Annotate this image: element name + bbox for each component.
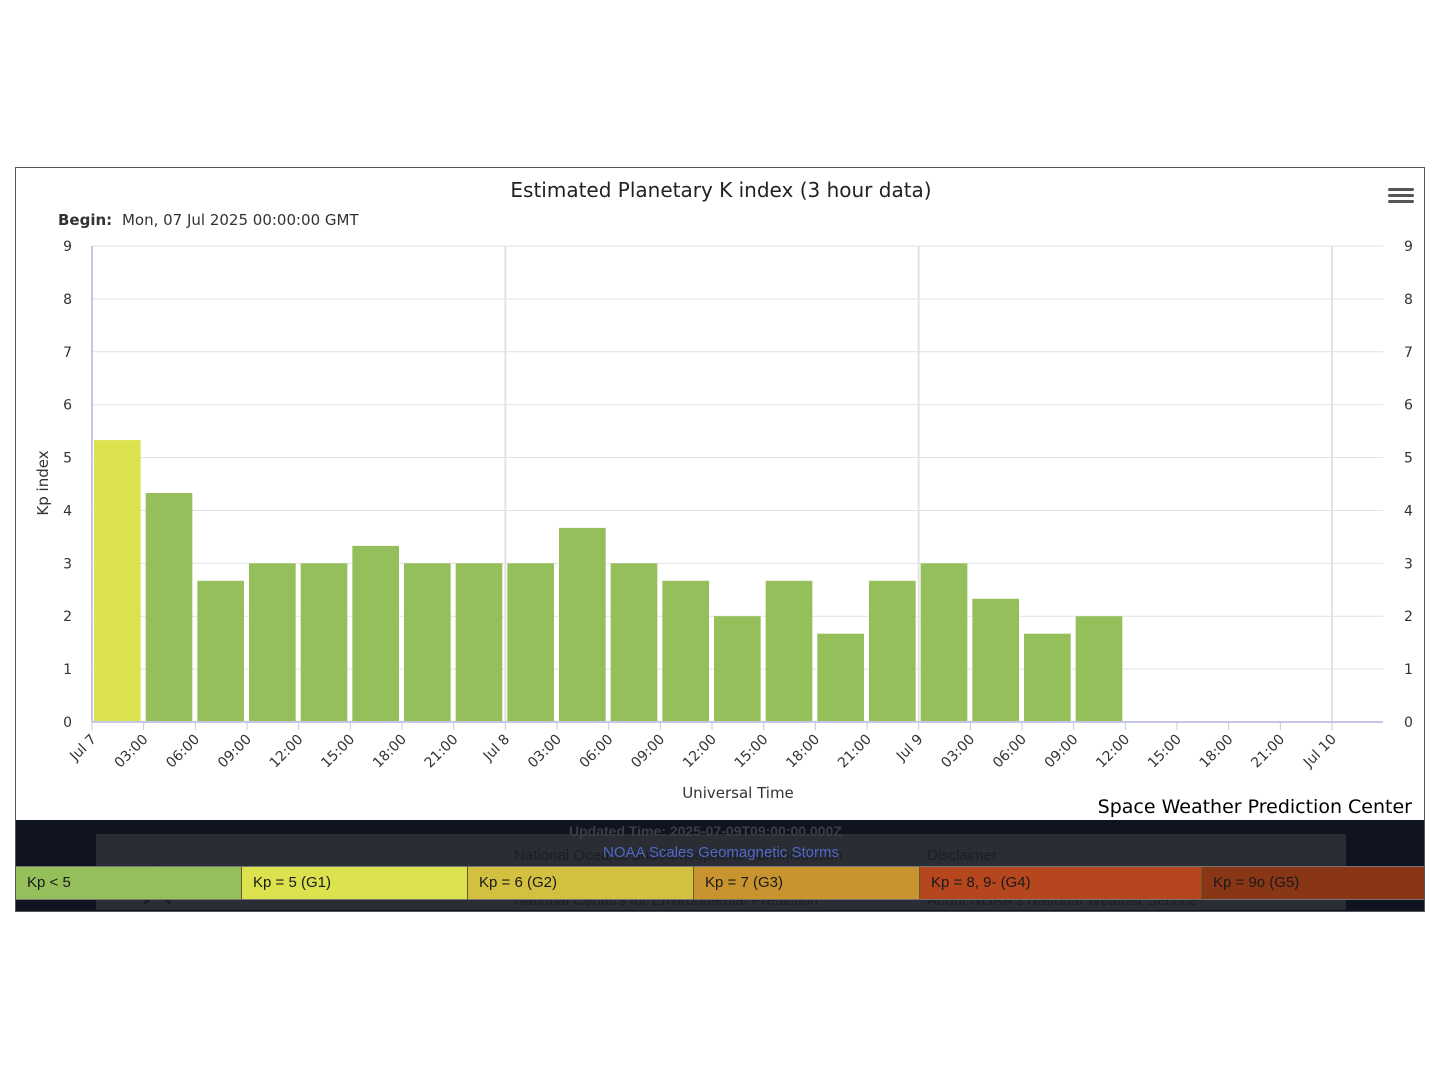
scale-kp-7-g3: Kp = 7 (G3) [694, 866, 920, 900]
y-tick-label-right: 5 [1404, 451, 1413, 467]
footer-link-noaa[interactable]: National Oceanic and Atmospheric Adminis… [514, 847, 843, 864]
y-tick-label-right: 7 [1404, 345, 1413, 361]
x-tick-label: 15:00 [318, 732, 358, 772]
kp-bar [249, 563, 296, 722]
x-tick-label: Jul 7 [66, 732, 99, 765]
x-tick-label: 03:00 [112, 732, 152, 772]
x-tick-label: 18:00 [1197, 732, 1237, 772]
y-tick-label-right: 4 [1404, 503, 1413, 519]
y-axis-title: Kp index [34, 450, 52, 515]
footer-link-disclaimer[interactable]: Disclaimer [927, 847, 998, 864]
kp-bar [352, 545, 399, 722]
subtitle-value: Mon, 07 Jul 2025 00:00:00 GMT [122, 211, 360, 229]
kp-bar [765, 580, 813, 722]
kp-bar [300, 563, 348, 722]
x-tick-label: Jul 9 [893, 732, 926, 765]
kp-bar [972, 598, 1019, 722]
kp-bar [662, 580, 709, 722]
y-tick-label-right: 1 [1404, 662, 1413, 678]
y-tick-label-right: 6 [1404, 398, 1413, 414]
y-tick-label-left: 6 [63, 398, 72, 414]
kp-chart: 0 0 1 1 2 2 3 3 4 4 5 5 6 6 7 7 8 8 9 9 Jul 7 03:00 06:00 09:00… [34, 178, 1413, 802]
kp-bar [455, 563, 503, 722]
x-tick-label: 03:00 [525, 732, 565, 772]
x-tick-label: Jul 8 [480, 732, 513, 765]
y-tick-label-right: 8 [1404, 292, 1413, 308]
kp-bar [94, 440, 141, 722]
x-tick-label: 15:00 [1145, 732, 1185, 772]
y-tick-label-left: 0 [63, 715, 72, 731]
y-tick-label-right: 0 [1404, 715, 1413, 731]
x-tick-label: 21:00 [835, 732, 875, 772]
scale-kp-6-g2: Kp = 6 (G2) [468, 866, 694, 900]
kp-bar [197, 580, 244, 722]
kp-bar [559, 527, 606, 722]
x-tick-label: 03:00 [938, 732, 978, 772]
updated-time: Updated Time: 2025-07-09T09:00:00.000Z [569, 823, 842, 839]
x-tick-label: 09:00 [1042, 732, 1082, 772]
y-tick-label-left: 4 [63, 503, 72, 519]
x-tick-label: 09:00 [628, 732, 668, 772]
x-axis-title: Universal Time [682, 784, 794, 802]
x-tick-label: 09:00 [215, 732, 255, 772]
x-tick-label: 06:00 [163, 732, 203, 772]
kp-scale-legend: Kp < 5 Kp = 5 (G1) Kp = 6 (G2) Kp = 7 (G… [16, 866, 1424, 900]
x-tick-label: 12:00 [680, 732, 720, 772]
y-tick-label-left: 3 [63, 556, 72, 572]
scale-kp-9o-g5: Kp = 9o (G5) [1202, 866, 1424, 900]
x-tick-label: 06:00 [990, 732, 1030, 772]
kp-bar [817, 633, 864, 722]
subtitle-label: Begin: [58, 211, 112, 229]
scale-kp-below-5: Kp < 5 [16, 866, 242, 900]
x-tick-label: 15:00 [732, 732, 772, 772]
kp-bar [1024, 633, 1071, 722]
x-tick-label: 21:00 [1248, 732, 1288, 772]
x-tick-label: 06:00 [577, 732, 617, 772]
y-tick-label-left: 8 [63, 292, 72, 308]
chart-subtitle: Begin: Mon, 07 Jul 2025 00:00:00 GMT [58, 211, 359, 229]
x-tick-label: Jul 10 [1300, 732, 1340, 772]
kp-bar [714, 616, 761, 722]
kp-bar [869, 580, 916, 722]
kp-bar [145, 492, 193, 722]
x-tick-label: 12:00 [267, 732, 307, 772]
credit-text: Space Weather Prediction Center [1097, 796, 1412, 818]
chart-panel: 0 0 1 1 2 2 3 3 4 4 5 5 6 6 7 7 8 8 9 9 Jul 7 03:00 06:00 09:00… [15, 167, 1425, 912]
x-tick-label: 21:00 [422, 732, 462, 772]
noaa-scales-link[interactable]: NOAA Scales Geomagnetic Storms [603, 844, 839, 861]
kp-bar [1075, 616, 1123, 722]
y-tick-label-left: 9 [63, 239, 72, 255]
chart-menu-icon[interactable] [1388, 185, 1414, 209]
y-tick-label-right: 9 [1404, 239, 1413, 255]
scale-kp-5-g1: Kp = 5 (G1) [242, 866, 468, 900]
kp-bar [404, 563, 451, 722]
y-tick-label-left: 7 [63, 345, 72, 361]
chart-title: Estimated Planetary K index (3 hour data… [510, 178, 931, 202]
y-tick-label-left: 1 [63, 662, 72, 678]
kp-bar [610, 563, 658, 722]
x-tick-label: 18:00 [783, 732, 823, 772]
kp-bar [920, 563, 968, 722]
x-tick-label: 18:00 [370, 732, 410, 772]
y-tick-label-left: 2 [63, 609, 72, 625]
y-tick-label-right: 3 [1404, 556, 1413, 572]
kp-bar [507, 563, 554, 722]
scale-kp-8-9-g4: Kp = 8, 9- (G4) [920, 866, 1202, 900]
x-tick-label: 12:00 [1093, 732, 1133, 772]
y-tick-label-left: 5 [63, 451, 72, 467]
y-tick-label-right: 2 [1404, 609, 1413, 625]
